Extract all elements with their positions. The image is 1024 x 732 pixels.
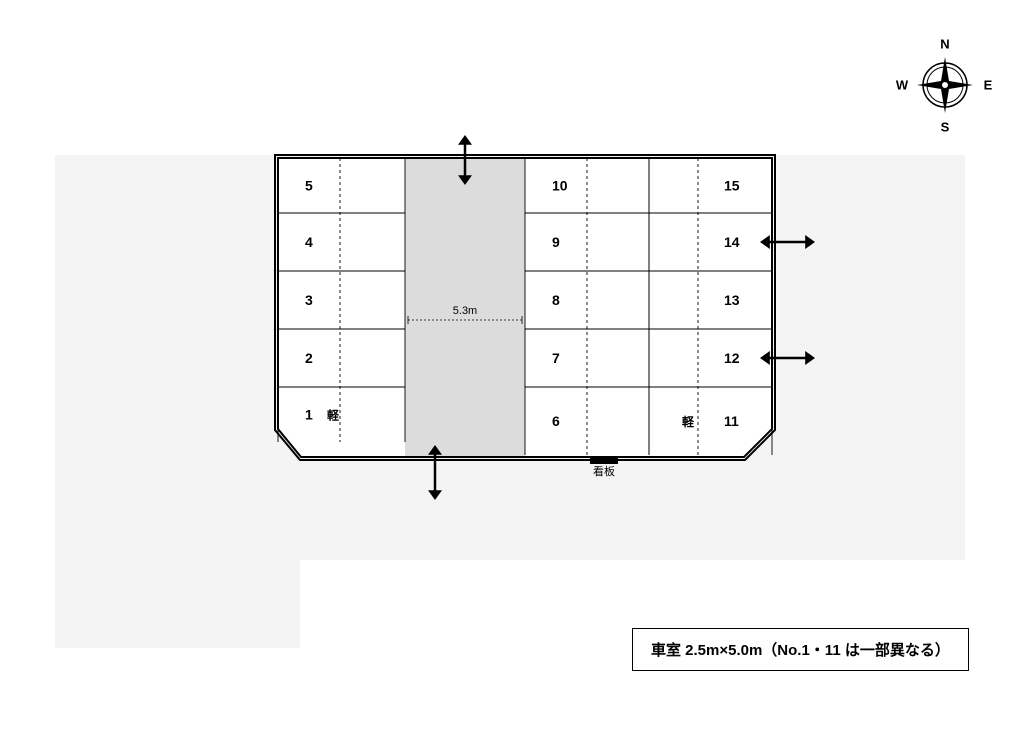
slot-number: 15 <box>724 178 740 194</box>
compass-label: E <box>984 77 993 92</box>
slot-number: 2 <box>305 350 313 366</box>
compass-icon: N S E W <box>896 36 993 134</box>
slot-number: 7 <box>552 350 560 366</box>
compass-label: W <box>896 77 909 92</box>
slot-number: 11 <box>724 413 739 429</box>
road-cutout <box>55 648 300 730</box>
slot-number: 13 <box>724 292 740 308</box>
kei-label: 軽 <box>327 408 340 423</box>
slot-number: 6 <box>552 413 560 429</box>
slot-number: 3 <box>305 292 313 308</box>
kei-label: 軽 <box>682 414 695 429</box>
info-box: 車室 2.5m×5.0m（No.1・11 は一部異なる） <box>632 628 969 671</box>
slot-number: 4 <box>305 234 313 250</box>
slot-number: 9 <box>552 234 560 250</box>
slot-number: 12 <box>724 350 740 366</box>
slot-number: 1 <box>305 407 313 423</box>
compass-label: S <box>941 119 950 134</box>
sign-label: 看板 <box>593 464 615 478</box>
slot-number: 5 <box>305 178 313 194</box>
slot-number: 8 <box>552 292 560 308</box>
slot-number: 14 <box>724 234 740 250</box>
sign-marker <box>590 457 618 464</box>
slot-number: 10 <box>552 178 568 194</box>
info-text: 車室 2.5m×5.0m（No.1・11 は一部異なる） <box>651 642 950 659</box>
dimension-label: 5.3m <box>453 305 477 317</box>
compass-label: N <box>940 36 949 51</box>
